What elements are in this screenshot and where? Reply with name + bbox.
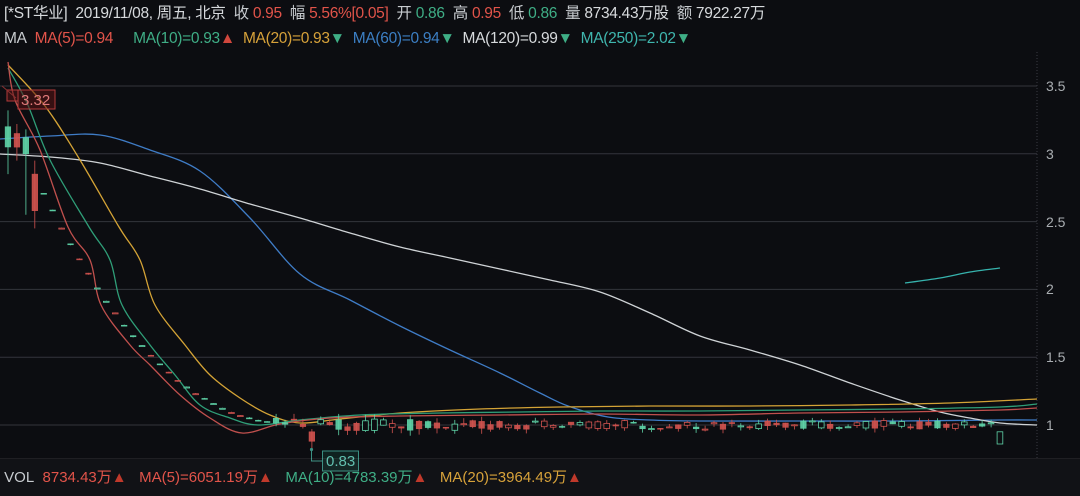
svg-text:3: 3 <box>1046 146 1054 162</box>
svg-text:3.5: 3.5 <box>1046 78 1066 94</box>
svg-text:3.32: 3.32 <box>21 92 50 109</box>
svg-text:2: 2 <box>1046 281 1054 297</box>
svg-text:1.5: 1.5 <box>1046 349 1066 365</box>
svg-text:2.5: 2.5 <box>1046 214 1066 230</box>
svg-text:1: 1 <box>1046 417 1054 433</box>
